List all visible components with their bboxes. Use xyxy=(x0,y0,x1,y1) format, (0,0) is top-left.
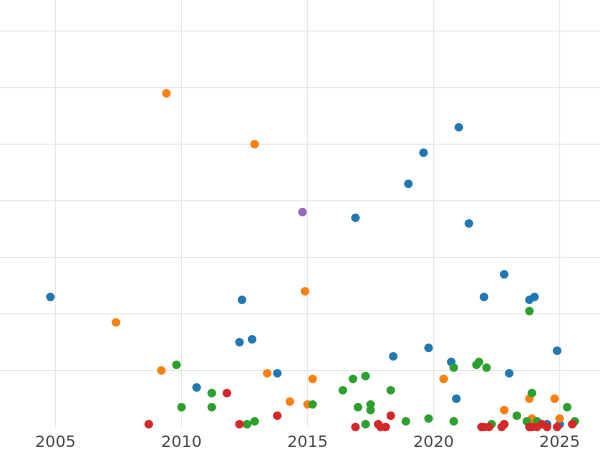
data-point xyxy=(454,122,464,132)
data-point xyxy=(235,419,244,429)
data-point xyxy=(273,411,282,420)
data-point xyxy=(386,385,396,395)
data-point xyxy=(308,400,317,409)
data-point xyxy=(298,207,307,217)
data-point xyxy=(351,213,360,223)
data-point xyxy=(449,417,459,426)
x-tick-label: 2015 xyxy=(287,432,328,450)
data-point xyxy=(300,286,310,296)
data-point xyxy=(207,388,217,398)
data-point xyxy=(177,402,186,412)
data-point xyxy=(484,422,494,432)
data-point xyxy=(555,414,564,423)
data-point xyxy=(192,383,201,392)
data-point xyxy=(386,411,396,420)
data-point xyxy=(308,374,317,384)
data-point xyxy=(222,388,232,398)
data-point xyxy=(567,419,577,429)
data-point xyxy=(338,385,348,395)
data-point xyxy=(562,402,572,412)
data-point xyxy=(250,139,259,149)
data-point xyxy=(449,363,459,372)
data-point xyxy=(361,371,370,381)
data-point xyxy=(381,422,391,432)
data-point xyxy=(162,89,171,98)
data-point xyxy=(550,394,559,404)
data-point xyxy=(464,219,474,228)
data-point xyxy=(366,405,375,415)
data-point xyxy=(542,422,552,432)
gridlines xyxy=(0,0,600,427)
data-point xyxy=(424,414,433,423)
data-point xyxy=(474,357,484,367)
data-point xyxy=(552,346,562,355)
x-tick-label: 2020 xyxy=(413,432,454,450)
data-point xyxy=(273,368,282,378)
x-tick-label: 2005 xyxy=(35,432,76,450)
data-point xyxy=(512,411,522,420)
data-point xyxy=(482,363,491,372)
data-point xyxy=(353,402,363,412)
data-point xyxy=(157,366,166,375)
data-point xyxy=(207,402,217,412)
x-tick-label: 2025 xyxy=(539,432,580,450)
data-point xyxy=(401,417,411,426)
data-point xyxy=(439,374,448,384)
data-point xyxy=(351,422,360,432)
data-point xyxy=(552,422,562,432)
data-point xyxy=(419,148,428,158)
data-point xyxy=(504,368,514,378)
data-point xyxy=(452,394,461,404)
data-point xyxy=(242,419,252,429)
data-point xyxy=(499,405,509,415)
data-point xyxy=(479,292,489,302)
data-point xyxy=(144,419,154,429)
data-point xyxy=(361,419,370,429)
data-point xyxy=(388,352,398,361)
data-point xyxy=(285,397,295,406)
data-point xyxy=(404,179,413,189)
data-point xyxy=(250,417,259,426)
data-point xyxy=(499,419,509,429)
data-point xyxy=(237,295,247,305)
data-point xyxy=(235,337,244,347)
data-point xyxy=(348,374,358,384)
data-point xyxy=(527,388,537,398)
data-point xyxy=(247,335,257,344)
x-tick-label: 2010 xyxy=(161,432,202,450)
x-axis-tick-labels: 2005 2010 2015 2020 2025 xyxy=(35,432,580,450)
data-point xyxy=(111,318,121,327)
data-point xyxy=(172,360,181,370)
data-point xyxy=(530,292,539,302)
data-point xyxy=(424,343,433,353)
data-point xyxy=(499,269,509,279)
data-point xyxy=(262,368,272,378)
data-point xyxy=(46,292,55,302)
data-points xyxy=(46,89,580,432)
data-point xyxy=(525,306,534,316)
